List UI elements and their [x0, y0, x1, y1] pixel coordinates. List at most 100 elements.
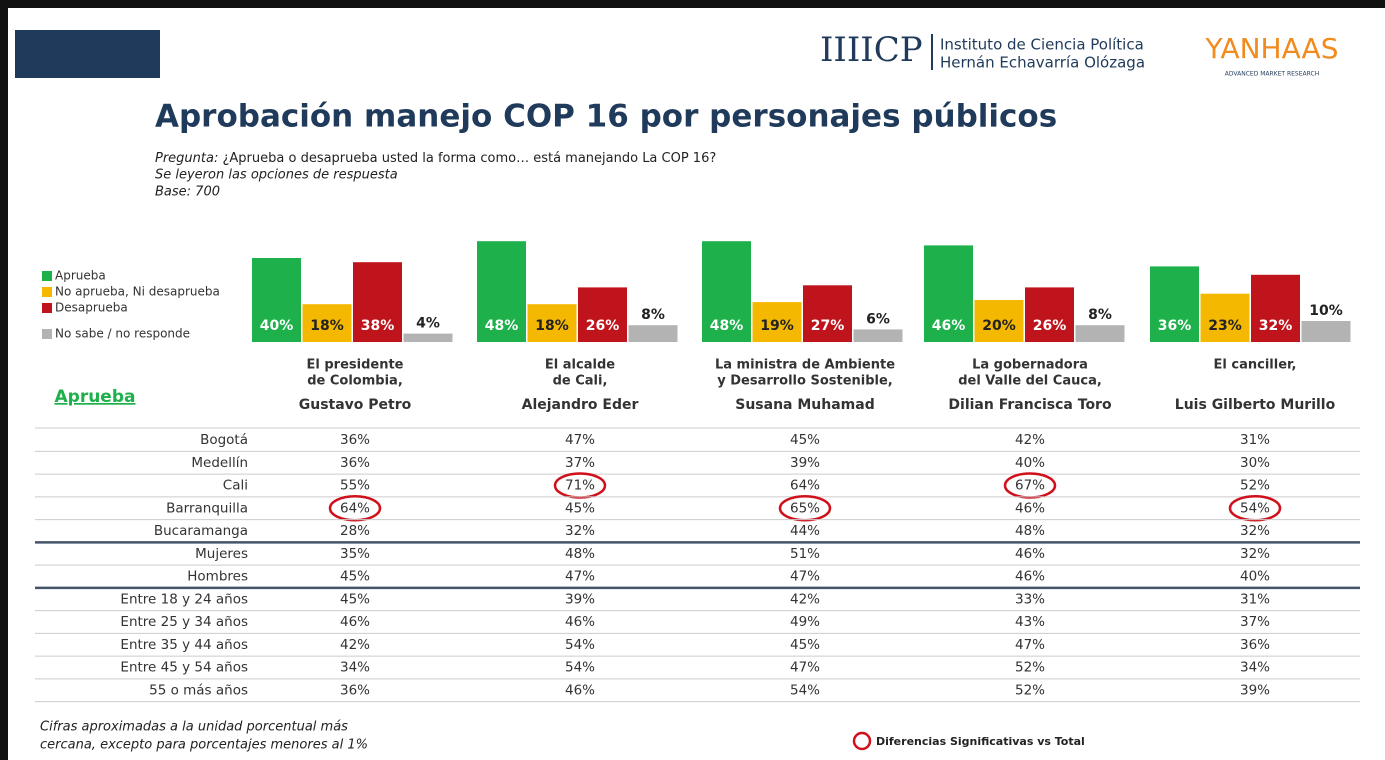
cell: 40%: [1240, 569, 1270, 585]
value-label: 18%: [310, 318, 344, 334]
cell: 40%: [1015, 455, 1045, 471]
column-name: Alejandro Eder: [522, 397, 639, 413]
cell: 31%: [1240, 591, 1270, 607]
cell: 48%: [1015, 523, 1045, 539]
cell: 54%: [565, 637, 595, 653]
base: Base: 700: [155, 185, 220, 200]
cell: 37%: [565, 455, 595, 471]
row-label: Entre 25 y 34 años: [120, 614, 248, 630]
value-label: 26%: [586, 318, 620, 334]
bar: [578, 287, 627, 342]
cell: 42%: [1015, 432, 1045, 448]
legend-swatch: [42, 329, 52, 339]
cell: 43%: [1015, 614, 1045, 630]
brand-tagline: ADVANCED MARKET RESEARCH: [1225, 71, 1319, 78]
bar: [1301, 321, 1351, 342]
cell: 47%: [790, 660, 820, 676]
bar: [1200, 293, 1250, 342]
row-label: Entre 18 y 24 años: [120, 591, 248, 607]
cell: 71%: [565, 478, 595, 494]
cell: 55%: [340, 478, 370, 494]
note: Se leyeron las opciones de respuesta: [155, 168, 398, 183]
cell: 39%: [565, 591, 595, 607]
row-label: Hombres: [187, 569, 248, 585]
row-label: Entre 45 y 54 años: [120, 660, 248, 676]
cell: 46%: [1015, 500, 1045, 516]
cell: 32%: [1240, 546, 1270, 562]
legend-swatch: [42, 287, 52, 297]
bar: [974, 300, 1024, 342]
title: Aprobación manejo COP 16 por personajes …: [155, 99, 1057, 135]
cell: 34%: [1240, 660, 1270, 676]
column-role: El alcalde: [545, 358, 615, 373]
column-name: Susana Muhamad: [735, 397, 875, 413]
cell: 54%: [790, 682, 820, 698]
value-label: 4%: [416, 316, 440, 332]
cell: 39%: [1240, 682, 1270, 698]
bar: [702, 241, 751, 342]
bar: [527, 304, 577, 342]
logo-mark: IIIICP: [820, 30, 923, 70]
value-label: 26%: [1033, 318, 1067, 334]
bar: [853, 329, 903, 342]
value-label: 10%: [1309, 303, 1343, 319]
value-label: 40%: [260, 318, 294, 334]
cell: 51%: [790, 546, 820, 562]
column-role: de Colombia,: [307, 374, 403, 389]
row-label: Cali: [223, 478, 248, 494]
question-label: Pregunta:: [155, 151, 218, 166]
bar: [302, 304, 352, 342]
footnote: cercana, excepto para porcentajes menore…: [40, 738, 368, 753]
column-name: Luis Gilberto Murillo: [1175, 397, 1336, 413]
significance-circle: [553, 472, 607, 499]
cell: 36%: [340, 432, 370, 448]
cell: 64%: [340, 500, 370, 516]
cell: 32%: [565, 523, 595, 539]
cell: 45%: [565, 500, 595, 516]
bar: [1251, 274, 1300, 342]
cell: 54%: [565, 660, 595, 676]
footnote: Cifras aproximadas a la unidad porcentua…: [40, 720, 348, 735]
cell: 36%: [1240, 637, 1270, 653]
column-role: de Cali,: [553, 374, 608, 389]
bar: [477, 241, 526, 342]
cell: 45%: [790, 432, 820, 448]
bar: [403, 333, 453, 342]
significance-circle: [328, 495, 382, 522]
column-role: del Valle del Cauca,: [958, 374, 1102, 389]
row-label: Entre 35 y 44 años: [120, 637, 248, 653]
value-label: 38%: [361, 318, 395, 334]
column-role: La gobernadora: [972, 358, 1088, 373]
table-corner: Aprueba: [55, 387, 136, 407]
cell: 52%: [1015, 682, 1045, 698]
significance-circle: [778, 495, 832, 522]
value-label: 18%: [535, 318, 569, 334]
cell: 46%: [565, 682, 595, 698]
cell: 54%: [1240, 500, 1270, 516]
bar: [1075, 325, 1125, 342]
cell: 30%: [1240, 455, 1270, 471]
institute-line: Instituto de Ciencia Política: [940, 36, 1144, 54]
column-role: El canciller,: [1214, 358, 1297, 373]
cell: 45%: [790, 637, 820, 653]
column-role: El presidente: [307, 358, 404, 373]
cell: 47%: [565, 432, 595, 448]
significance-circle: [1003, 472, 1057, 499]
cell: 52%: [1015, 660, 1045, 676]
value-label: 19%: [760, 318, 794, 334]
corner-block: [15, 30, 160, 78]
cell: 64%: [790, 478, 820, 494]
value-label: 8%: [1088, 307, 1112, 323]
row-label: Barranquilla: [166, 500, 248, 516]
bar: [924, 245, 973, 342]
bar: [752, 302, 802, 342]
value-label: 48%: [710, 318, 744, 334]
cell: 36%: [340, 682, 370, 698]
significance-circle: [1228, 495, 1282, 522]
legend-label: Desaprueba: [55, 301, 128, 315]
question-text: ¿Aprueba o desaprueba usted la forma com…: [223, 151, 717, 166]
cell: 46%: [340, 614, 370, 630]
cell: 45%: [340, 569, 370, 585]
cell: 39%: [790, 455, 820, 471]
bar: [628, 325, 678, 342]
